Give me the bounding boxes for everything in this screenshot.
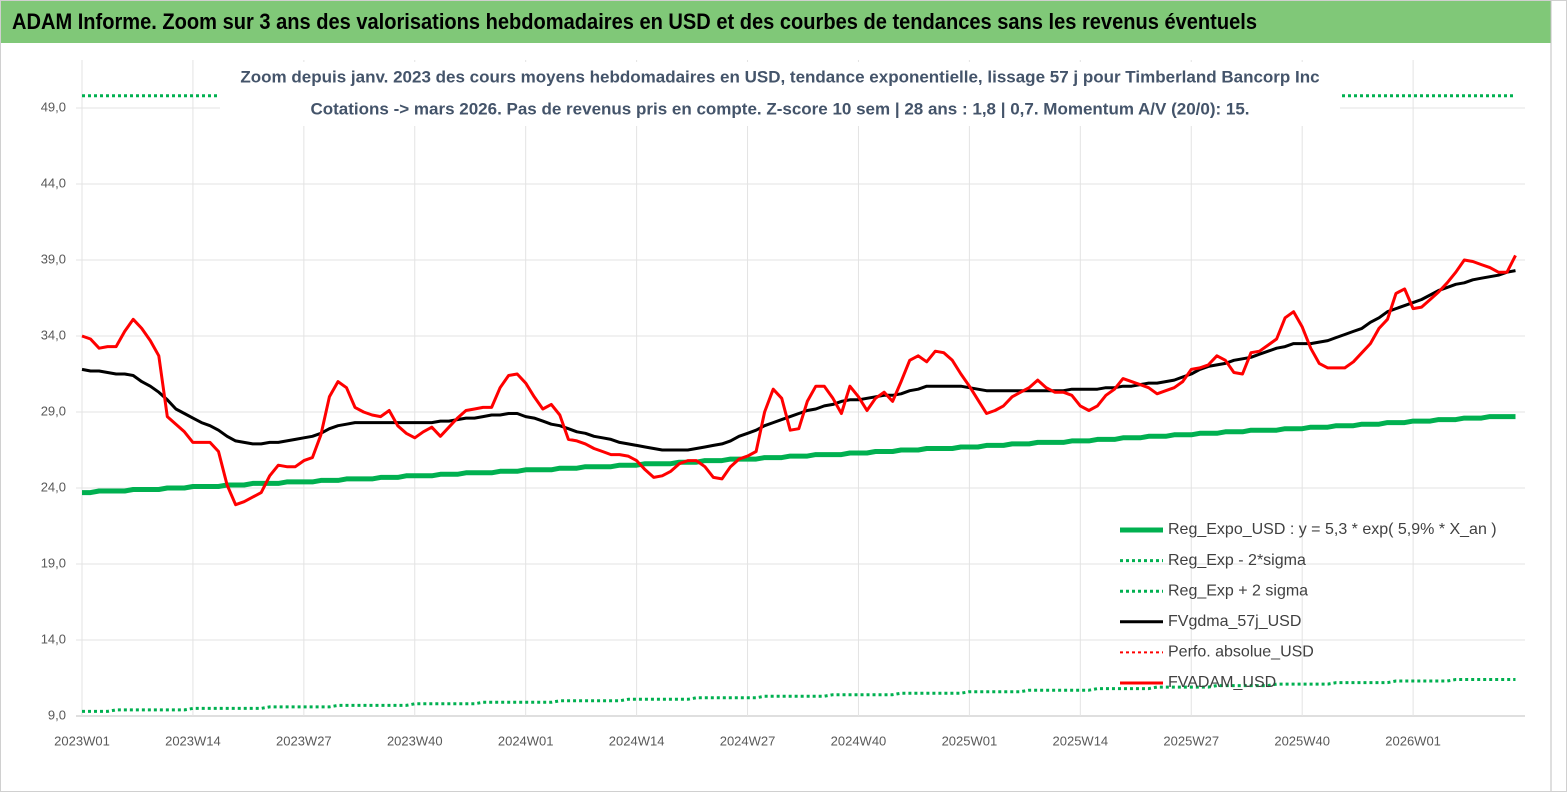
- x-tick-label: 2025W40: [1274, 733, 1330, 748]
- y-tick-label: 19,0: [41, 555, 66, 570]
- y-tick-label: 39,0: [41, 251, 66, 266]
- x-tick-label: 2024W01: [498, 733, 554, 748]
- y-tick-label: 49,0: [41, 99, 66, 114]
- series-line: [82, 414, 1516, 496]
- x-tick-label: 2026W01: [1385, 733, 1441, 748]
- legend-label: Reg_Exp - 2*sigma: [1168, 552, 1306, 569]
- legend-label: Reg_Exp + 2 sigma: [1168, 582, 1308, 599]
- x-tick-label: 2024W14: [609, 733, 665, 748]
- y-tick-label: 14,0: [41, 631, 66, 646]
- x-tick-label: 2024W40: [831, 733, 887, 748]
- legend-label: Reg_Expo_USD : y = 5,3 * exp( 5,9% * X_a…: [1168, 521, 1497, 538]
- x-tick-label: 2023W40: [387, 733, 443, 748]
- y-tick-label: 44,0: [41, 175, 66, 190]
- legend-label: FVADAM_USD: [1168, 674, 1276, 691]
- x-tick-label: 2023W14: [165, 733, 221, 748]
- legend-label: FVgdma_57j_USD: [1168, 613, 1301, 630]
- series-line: [81, 254, 1517, 507]
- x-tick-label: 2023W01: [54, 733, 110, 748]
- y-tick-label: 24,0: [41, 479, 66, 494]
- x-tick-label: 2023W27: [276, 733, 332, 748]
- subtitle-line: Zoom depuis janv. 2023 des cours moyens …: [240, 67, 1319, 86]
- x-tick-label: 2024W27: [720, 733, 776, 748]
- x-tick-label: 2025W14: [1053, 733, 1109, 748]
- y-tick-label: 34,0: [41, 327, 66, 342]
- header-title: ADAM Informe. Zoom sur 3 ans des valoris…: [12, 9, 1257, 34]
- x-tick-label: 2025W01: [942, 733, 998, 748]
- header-band: [0, 0, 1551, 43]
- subtitle-box: [220, 62, 1340, 126]
- x-tick-label: 2025W27: [1163, 733, 1219, 748]
- legend-label: Perfo. absolue_USD: [1168, 644, 1314, 661]
- subtitle-line: Cotations -> mars 2026. Pas de revenus p…: [310, 99, 1249, 118]
- legend: Reg_Expo_USD : y = 5,3 * exp( 5,9% * X_a…: [1120, 521, 1497, 691]
- y-tick-label: 9,0: [48, 707, 66, 722]
- y-tick-label: 29,0: [41, 403, 66, 418]
